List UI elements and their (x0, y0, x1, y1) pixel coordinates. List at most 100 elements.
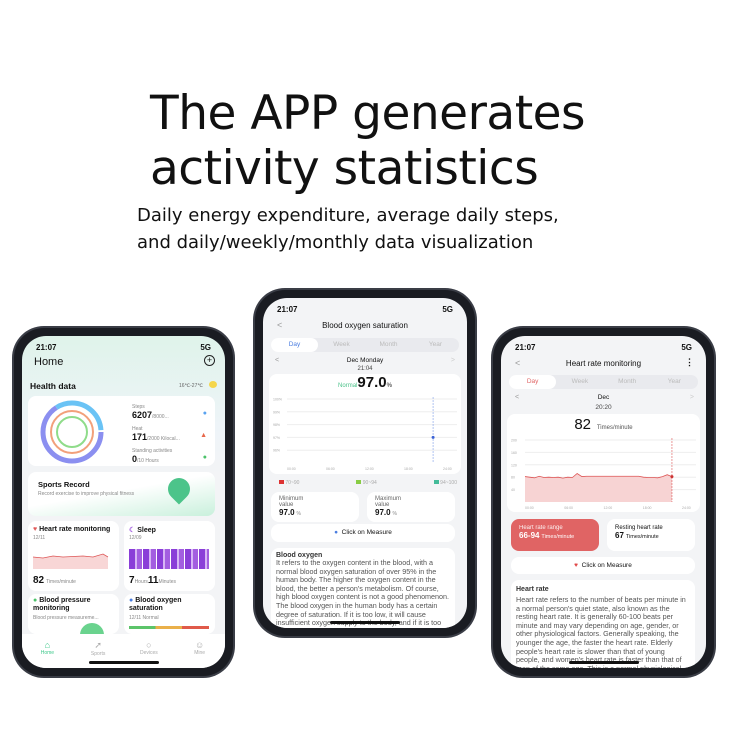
heart-rate-sparkline (33, 553, 109, 569)
resting-heart-rate-card: Resting heart rate 67 Times/minute (607, 519, 695, 551)
tab-month[interactable]: Month (618, 378, 637, 385)
nav-home[interactable]: ⌂ Home (22, 640, 73, 668)
nav-devices[interactable]: ○ Devices (124, 640, 175, 668)
page-title: Heart rate monitoring (565, 359, 642, 368)
blood-pressure-chart (80, 623, 104, 634)
tab-week[interactable]: Week (333, 341, 350, 348)
home-icon: ⌂ (44, 640, 51, 650)
oxygen-value: 97.0 (357, 374, 387, 391)
heart-rate-value: 82 (574, 416, 592, 433)
watch-icon: ○ (146, 640, 152, 650)
sports-record-card[interactable]: Sports Record Record exercise to improve… (28, 472, 215, 516)
tab-day[interactable]: Day (509, 375, 557, 389)
nav-sports[interactable]: ➚ Sports (73, 640, 124, 668)
next-date-button[interactable]: > (450, 357, 455, 364)
home-indicator (88, 661, 159, 664)
location-pin-icon (163, 473, 195, 505)
blood-oxygen-card[interactable]: ● Blood oxygen saturation 12/11 Normal (124, 594, 215, 634)
legend-low: 70~90 (279, 480, 299, 486)
oxygen-chart-card: Normal97.0% 100% 99% 98% 97% 96% 00:00 06:00 12… (269, 374, 461, 474)
phone-blood-oxygen: 21:07 5G < Blood oxygen saturation Day Wee… (255, 290, 475, 636)
measure-button[interactable]: ♥ Click on Measure (511, 557, 695, 574)
blood-pressure-title: Blood pressure monitoring (33, 597, 91, 612)
y-tick-label: 100% (273, 398, 282, 402)
back-button[interactable]: < (277, 320, 283, 330)
minimum-value-card: Minimum value 97.0 % (271, 492, 359, 522)
y-tick-label: 40 (511, 488, 515, 492)
sleep-card[interactable]: ☾ Sleep 12/09 7Hours11Minutes (124, 521, 215, 591)
sports-icon: ➚ (94, 640, 102, 650)
oxygen-drop-icon: ● (334, 529, 339, 536)
blood-pressure-icon: ● (33, 597, 38, 604)
info-text: Heart rate refers to the number of beats… (516, 595, 686, 668)
x-tick-label: 12:00 (604, 506, 613, 510)
status-time: 21:07 (515, 343, 536, 352)
y-tick-label: 99% (273, 410, 280, 414)
heart-rate-value: 82 (33, 575, 45, 586)
prev-date-button[interactable]: < (275, 357, 280, 364)
status-normal: Normal (338, 383, 358, 389)
date-label: Dec Monday (346, 357, 384, 364)
x-tick-label: 18:00 (404, 467, 413, 471)
maximum-value-card: Maximum value 97.0 % (367, 492, 455, 522)
date-label: Dec (597, 394, 610, 401)
info-card: Heart rate Heart rate refers to the numb… (511, 580, 695, 668)
blood-pressure-card[interactable]: ● Blood pressure monitoring Blood pressu… (28, 594, 119, 634)
measure-button[interactable]: ● Click on Measure (271, 524, 455, 542)
home-indicator (568, 661, 639, 664)
phone-home: 21:07 5G Home + Health data 16℃-27℃ Steps… (14, 328, 233, 676)
x-tick-label: 06:00 (564, 506, 573, 510)
info-text: It refers to the oxygen content in the b… (276, 558, 450, 628)
tab-month[interactable]: Month (379, 341, 398, 348)
status-network: 5G (442, 305, 453, 314)
oxygen-chart: 100% 99% 98% 97% 96% 00:00 06:00 12:00 18:00 24:0… (273, 395, 457, 471)
heart-rate-date: 12/11 (33, 535, 46, 541)
health-summary-card[interactable]: Steps 6207/8000... Heat 171/2000 Kilocal..… (28, 396, 215, 466)
back-button[interactable]: < (515, 358, 521, 368)
tab-week[interactable]: Week (571, 378, 589, 385)
tab-year[interactable]: Year (667, 378, 681, 385)
next-date-button[interactable]: > (689, 394, 694, 401)
standing-row: Standing activities 0/10 Hours (132, 448, 173, 464)
page-title: Blood oxygen saturation (322, 321, 408, 330)
heart-rate-chart: 200 160 120 80 40 00:00 06:00 12:00 18:00 24:00 (511, 436, 696, 510)
reading-time: 20:20 (595, 404, 612, 411)
heart-rate-card[interactable]: ♥ Heart rate monitoring 12/11 82 Times/m… (28, 521, 119, 591)
user-icon: ☺ (195, 640, 205, 650)
tab-day[interactable]: Day (271, 338, 318, 352)
x-tick-label: 24:00 (682, 506, 691, 510)
data-point (431, 435, 435, 439)
info-title: Blood oxygen (276, 552, 323, 559)
status-network: 5G (200, 343, 211, 352)
x-tick-label: 18:00 (643, 506, 652, 510)
tab-year[interactable]: Year (428, 341, 443, 348)
oxygen-icon: ● (129, 597, 134, 604)
y-tick-label: 97% (273, 436, 280, 440)
blood-oxygen-subtitle: 12/11 Normal (129, 615, 159, 621)
home-indicator (330, 621, 400, 624)
nav-mine[interactable]: ☺ Mine (174, 640, 225, 668)
fire-icon: ▲ (200, 432, 207, 439)
heart-rate-range-card: Heart rate range 66-94 Times/minute (511, 519, 599, 551)
y-tick-label: 96% (273, 449, 280, 453)
heart-rate-area (525, 473, 672, 502)
legend-high: 94~100 (433, 480, 457, 486)
subheadline-line1: Daily energy expenditure, average daily … (137, 205, 559, 226)
prev-date-button[interactable]: < (515, 394, 520, 401)
status-network: 5G (681, 343, 692, 352)
headline-line2: activity statistics (150, 141, 539, 196)
period-tabs: Day Week Month Year (271, 338, 459, 352)
more-icon[interactable]: ⋮ (685, 357, 694, 367)
status-time: 21:07 (36, 343, 57, 352)
y-tick-label: 98% (273, 423, 280, 427)
add-icon[interactable]: + (204, 355, 215, 366)
heart-icon: ♥ (574, 562, 578, 569)
heart-rate-title: Heart rate monitoring (39, 526, 111, 533)
oxygen-legend: 70~90 90~94 94~100 (279, 480, 457, 486)
headline-line1: The APP generates (150, 86, 586, 141)
x-tick-label: 00:00 (287, 467, 296, 471)
x-tick-label: 12:00 (365, 467, 374, 471)
legend-mid: 90~94 (356, 480, 377, 486)
info-card: Blood oxygen It refers to the oxygen con… (271, 548, 455, 628)
sports-title: Sports Record (38, 480, 90, 489)
